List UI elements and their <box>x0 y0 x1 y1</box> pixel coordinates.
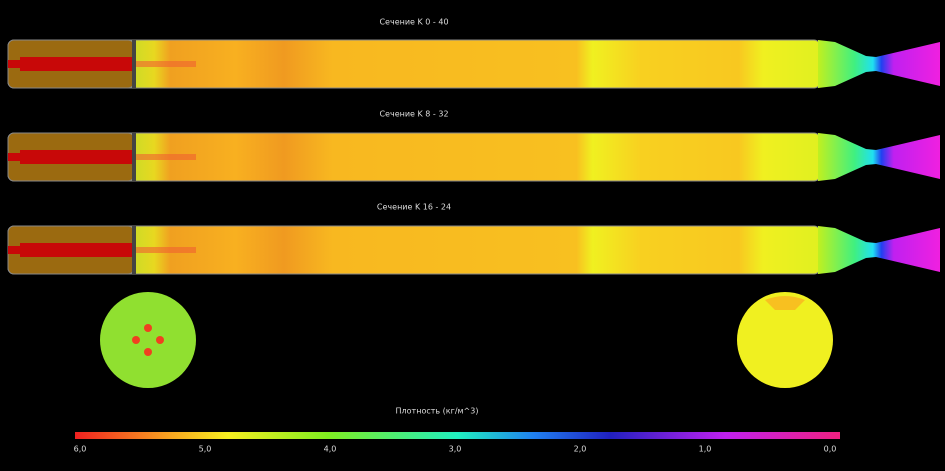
rocket-section <box>7 39 941 89</box>
legend-title: Плотность (кг/м^3) <box>396 407 479 416</box>
rocket-section <box>7 132 941 182</box>
legend-label: 0,0 <box>824 445 837 454</box>
legend-label: 1,0 <box>699 445 712 454</box>
section-label: Сечение K 16 - 24 <box>377 203 451 212</box>
rocket-section <box>7 225 941 275</box>
legend-label: 4,0 <box>324 445 337 454</box>
legend-label: 2,0 <box>574 445 587 454</box>
cross-section <box>737 292 833 388</box>
cross-section <box>100 292 196 388</box>
legend-labels: 6,0 5,0 4,0 3,0 2,0 1,0 0,0 <box>74 445 837 454</box>
legend-label: 6,0 <box>74 445 87 454</box>
section-label: Сечение K 0 - 40 <box>379 18 448 27</box>
legend-label: 3,0 <box>449 445 462 454</box>
region <box>765 296 805 310</box>
grain-spots <box>132 324 164 356</box>
section-label: Сечение K 8 - 32 <box>379 110 448 119</box>
color-bar <box>75 432 840 439</box>
legend-label: 5,0 <box>199 445 212 454</box>
